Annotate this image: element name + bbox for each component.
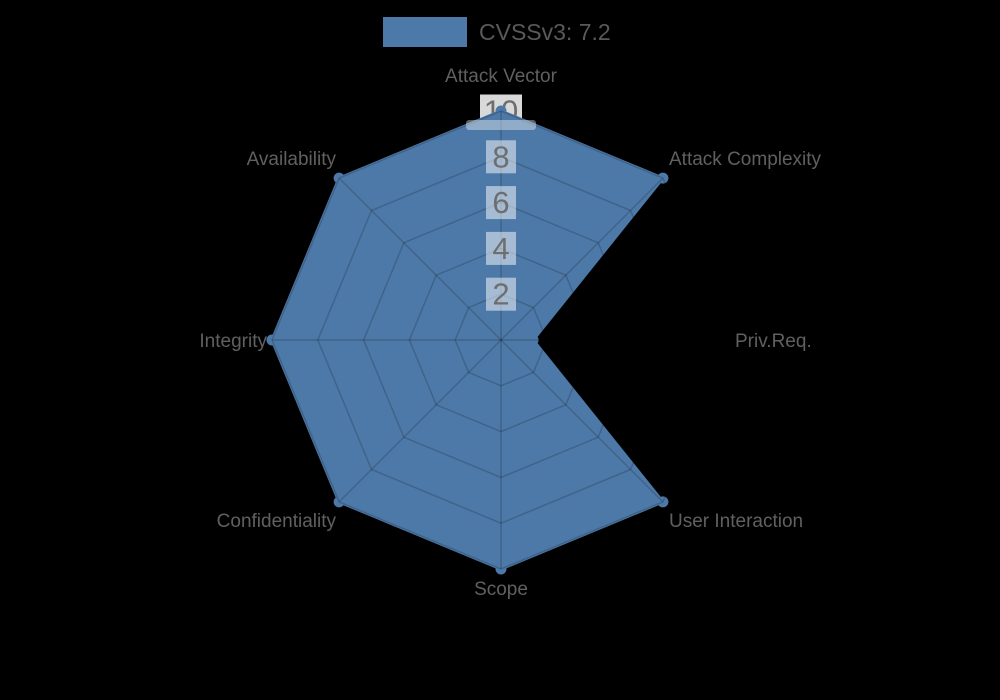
grid-ring-6 <box>362 201 640 479</box>
grid-ring-4 <box>408 247 594 433</box>
legend-label: CVSSv3: 7.2 <box>479 18 611 45</box>
radial-tick-label-4: 4 <box>492 231 509 266</box>
axis-label-attack-complexity: Attack Complexity <box>669 149 822 170</box>
series-marker-availability <box>333 172 345 184</box>
series-marker-scope <box>495 563 507 575</box>
series-marker-confidentiality <box>333 496 345 508</box>
radial-tick-label-2: 2 <box>492 277 509 312</box>
axis-label-confidentiality: Confidentiality <box>217 511 337 532</box>
axis-label-priv-req: Priv.Req. <box>735 331 812 352</box>
grid-ring-2 <box>454 293 548 387</box>
grid-ring-8 <box>316 155 686 525</box>
axis-label-integrity: Integrity <box>199 331 267 352</box>
axis-label-availability: Availability <box>247 149 337 170</box>
series-marker-user-interaction <box>657 496 669 508</box>
series-marker-integrity <box>266 334 278 346</box>
radial-tick-label-6: 6 <box>492 185 509 220</box>
series-marker-priv-req <box>527 334 539 346</box>
grid-spoke-attack-complexity <box>500 177 664 341</box>
axis-label-attack-vector: Attack Vector <box>445 66 558 87</box>
axis-label-user-interaction: User Interaction <box>669 511 803 532</box>
legend-swatch <box>383 17 467 47</box>
radial-tick-box-8 <box>486 140 516 174</box>
radial-tick-box-4 <box>486 231 516 265</box>
grid-spoke-availability <box>338 177 502 341</box>
radial-tick-label-8: 8 <box>492 139 509 174</box>
series-marker-attack-complexity <box>657 172 669 184</box>
grid-ring-10 <box>271 110 731 570</box>
grid-spoke-user-interaction <box>500 339 664 503</box>
radial-tick-box-2 <box>486 277 516 311</box>
grid-spoke-confidentiality <box>338 339 502 503</box>
legend-item[interactable]: CVSSv3: 7.2 <box>383 17 611 47</box>
axis-label-scope: Scope <box>474 579 528 600</box>
tick-highlight-band <box>466 120 536 130</box>
series-marker-attack-vector <box>495 105 507 117</box>
radial-tick-box-6 <box>486 186 516 220</box>
